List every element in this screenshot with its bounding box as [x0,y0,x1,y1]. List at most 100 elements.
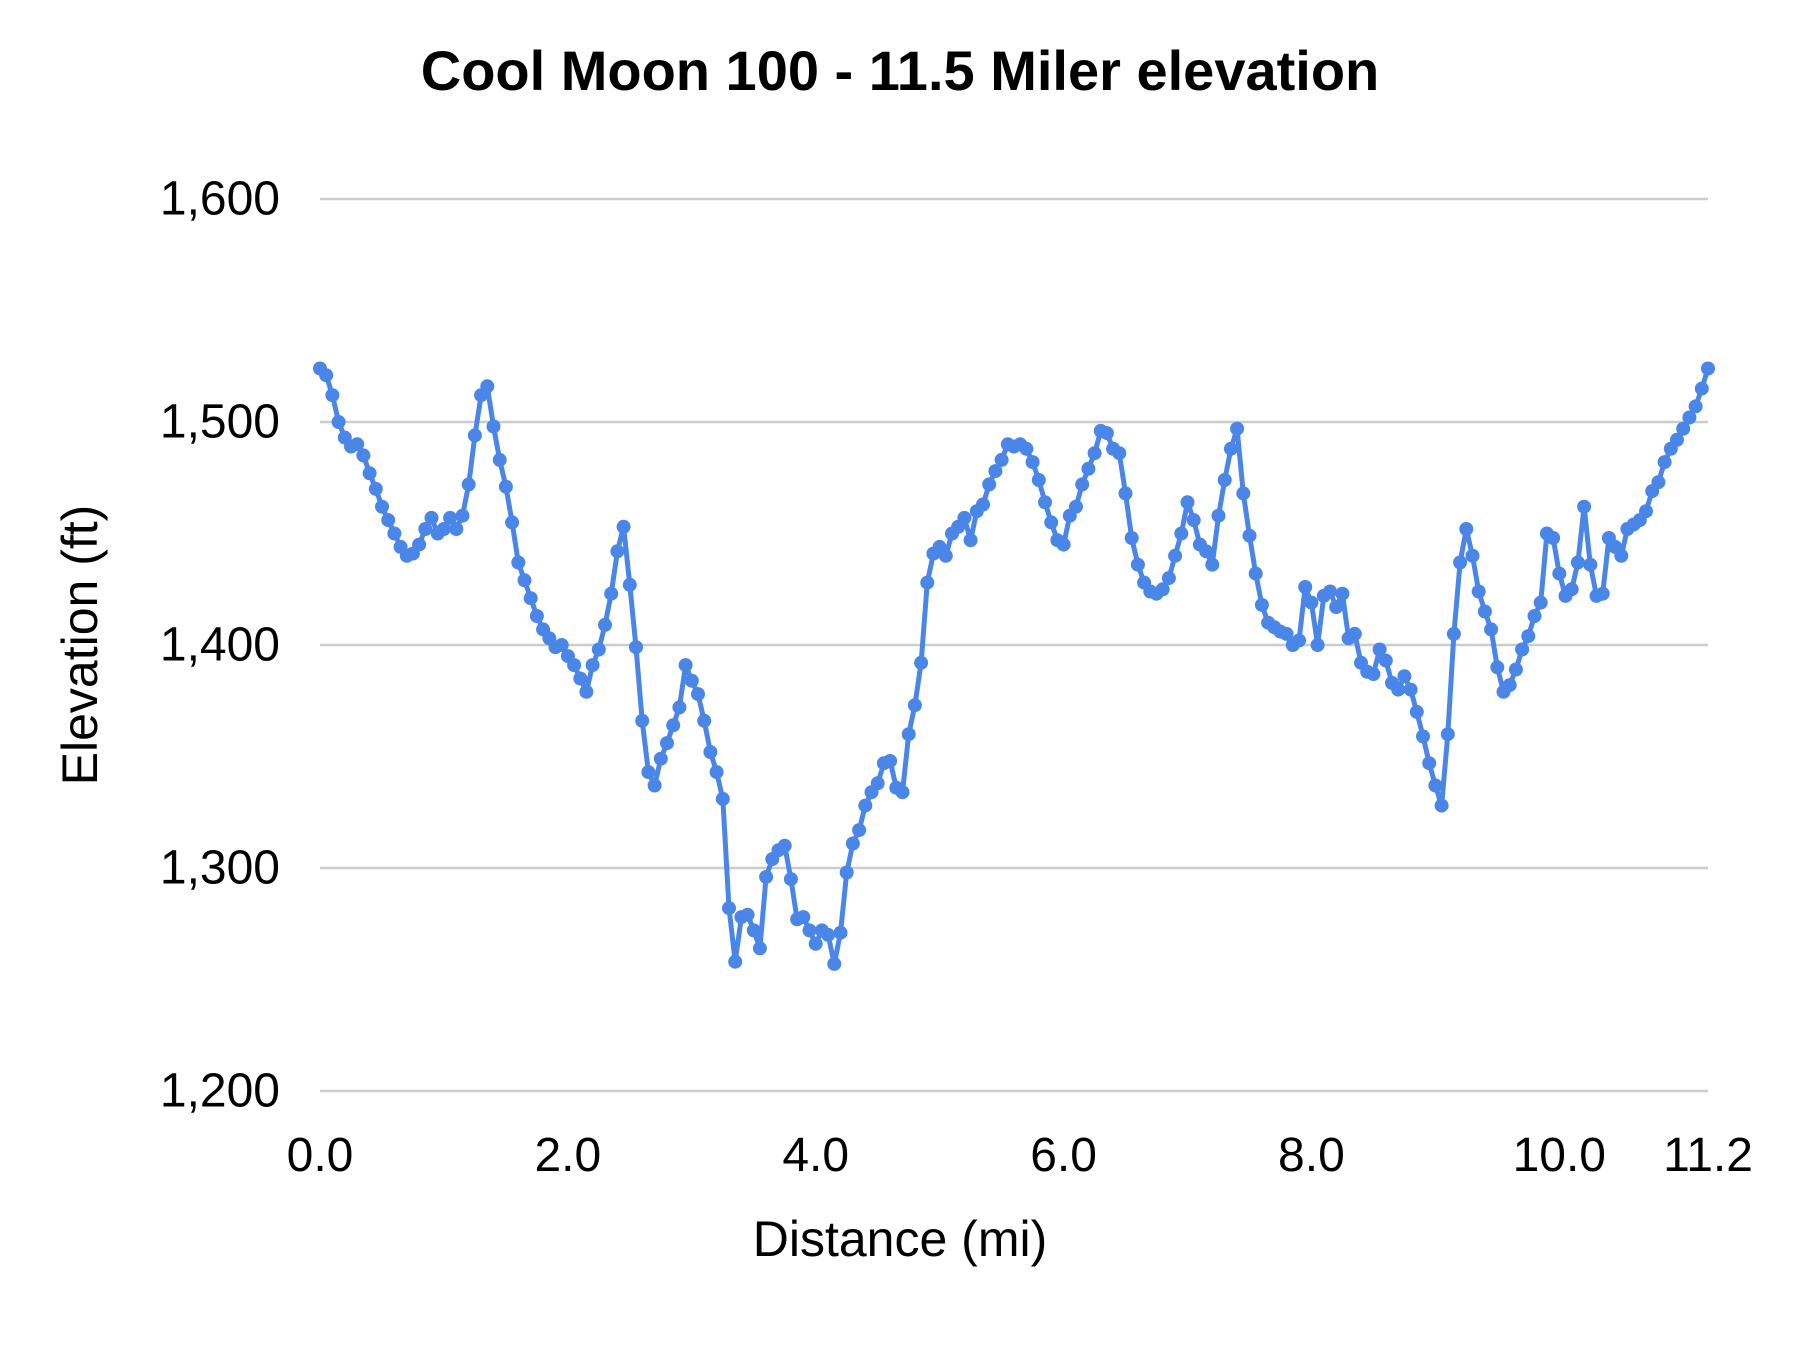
data-point-dot [660,736,674,751]
data-point-dot [715,791,730,806]
data-point-dot [579,684,594,699]
data-point-dot [728,954,743,969]
data-point-dot [1168,548,1183,563]
data-point-dot [1298,580,1313,594]
data-point-dot [1552,566,1567,581]
data-point-dot [424,510,439,525]
x-tick-label: 11.2 [1663,1129,1753,1182]
data-point-dot [1347,626,1362,641]
data-point-dot [821,927,836,942]
data-point-dot [325,388,340,403]
y-tick-label: 1,500 [159,395,280,449]
data-point-dot [1490,660,1505,675]
data-point-dot [1075,477,1090,492]
data-point-dot [517,573,532,588]
data-point-dot [498,479,513,494]
data-point-dot [1124,531,1139,545]
data-point-dot [449,522,464,536]
data-point-dot [1069,499,1083,514]
data-point-dot [1304,595,1319,610]
data-point-dot [1577,499,1592,514]
data-point-dot [833,925,848,940]
data-point-dot [604,586,619,601]
data-point-dot [1230,421,1245,436]
data-point-dot [895,785,910,800]
data-point-dot [1484,622,1499,637]
data-point-dot [616,519,631,534]
data-point-dot [1180,495,1195,510]
data-point-dot [1521,629,1536,644]
data-point-dot [418,522,433,536]
data-point-dot [678,658,693,673]
data-point-dot [1248,566,1263,581]
data-point-dot [1211,508,1226,523]
data-point-dot [883,754,898,768]
data-point-dot [610,544,625,559]
data-point-dot [1416,729,1430,744]
x-axis-title: Distance (mi) [752,1211,1048,1267]
data-point-dot [1174,526,1189,541]
data-point-dot [1639,504,1653,519]
data-point-dot [455,508,470,523]
data-point-dot [1465,548,1480,563]
x-tick-label: 0.0 [286,1129,354,1182]
data-point-dot [1670,432,1684,447]
data-point-dot [1056,537,1071,552]
data-point-dot [1161,571,1176,586]
data-point-dot [722,901,736,916]
data-point-dot [827,956,842,971]
data-point-dot [1614,548,1629,563]
x-tick-label: 2.0 [534,1129,602,1182]
data-point-dot [1533,595,1548,610]
data-point-dot [653,751,668,766]
data-point-dot [375,499,389,514]
data-point-dot [1223,441,1238,456]
data-point-dot [907,698,922,713]
data-point-dot [1329,600,1344,615]
data-point-dot [1087,446,1102,461]
data-point-dot [1682,410,1697,425]
data-point-dot [1428,778,1443,793]
data-point-dot [1694,381,1709,396]
data-point-dot [467,428,482,443]
data-point-dot [635,713,650,728]
data-point-dot [1508,662,1523,677]
data-point-dot [461,477,476,492]
data-point-dot [641,765,656,780]
data-point-dot [1583,557,1598,572]
data-point-dot [1570,555,1585,570]
data-point-dot [697,713,712,728]
data-point-dot [1155,582,1170,597]
data-point-dot [1205,557,1220,572]
data-point-dot [802,923,817,938]
data-point-dot [1254,597,1269,612]
data-point-dot [1651,475,1666,490]
data-point-dot [666,718,681,733]
data-point-dot [1391,682,1406,697]
data-point-dot [1422,756,1437,771]
data-point-dot [443,510,458,525]
data-point-dot [1446,626,1461,641]
data-point-dot [1112,446,1127,461]
data-point-dot [796,910,811,925]
data-point-dot [362,466,377,481]
data-point-dot [1199,544,1214,559]
data-point-dot [1217,473,1232,487]
data-point-dot [573,671,588,686]
x-tick-label: 6.0 [1030,1129,1097,1182]
y-tick-label: 1,600 [159,172,280,226]
data-point-dot [1279,626,1294,641]
data-point-dot [350,437,365,452]
y-tick-label: 1,300 [159,841,280,895]
data-point-dot [1335,586,1350,601]
data-point-dot [1477,604,1492,619]
data-point-dot [759,869,774,884]
data-point-dot [554,638,569,652]
data-point-dot [703,745,718,759]
data-point-dot [845,836,860,851]
data-point-dot [319,368,334,383]
data-point-dot [1323,584,1337,599]
data-point-dot [1527,609,1542,623]
